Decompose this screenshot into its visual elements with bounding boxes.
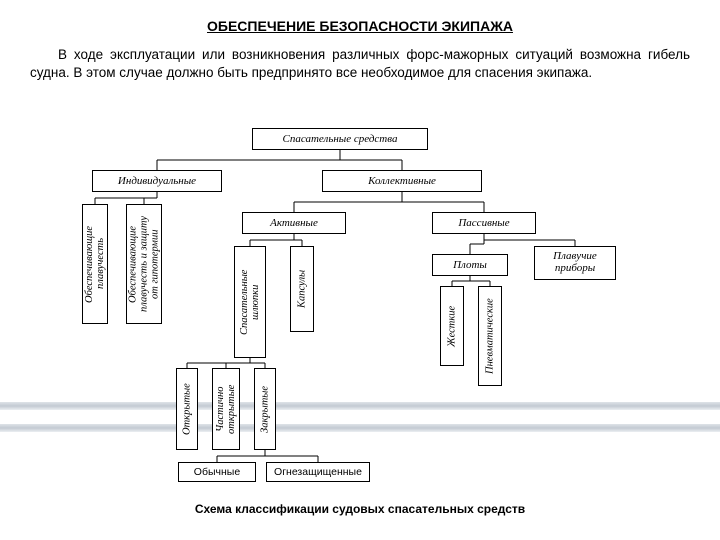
- page-title: ОБЕСПЕЧЕНИЕ БЕЗОПАСНОСТИ ЭКИПАЖА: [0, 0, 720, 34]
- node-buoy: Обеспечивающие плавучесть: [82, 204, 108, 324]
- node-capsules: Капсулы: [290, 246, 314, 332]
- intro-paragraph: В ходе эксплуатации или возникновения ра…: [30, 46, 690, 82]
- node-root: Спасательные средства: [252, 128, 428, 150]
- classification-diagram: Спасательные средства Индивидуальные Колле…: [72, 128, 648, 482]
- diagram-caption: Схема классификации судовых спасательных…: [0, 502, 720, 516]
- node-pneum: Пневматические: [478, 286, 502, 386]
- node-closed: Закрытые: [254, 368, 276, 450]
- node-fire: Огнезащищенные: [266, 462, 370, 482]
- node-indiv: Индивидуальные: [92, 170, 222, 192]
- node-open: Открытые: [176, 368, 198, 450]
- node-collect: Коллективные: [322, 170, 482, 192]
- node-lifeboats: Спасательные шлюпки: [234, 246, 266, 358]
- node-passive: Пассивные: [432, 212, 536, 234]
- node-semi: Частично открытые: [212, 368, 240, 450]
- node-rigid: Жесткие: [440, 286, 464, 366]
- node-active: Активные: [242, 212, 346, 234]
- node-rafts: Плоты: [432, 254, 508, 276]
- node-hypo: Обеспечивающие плавучесть и защиту от ги…: [126, 204, 162, 324]
- node-usual: Обычные: [178, 462, 256, 482]
- node-floatdev: Плавучие приборы: [534, 246, 616, 280]
